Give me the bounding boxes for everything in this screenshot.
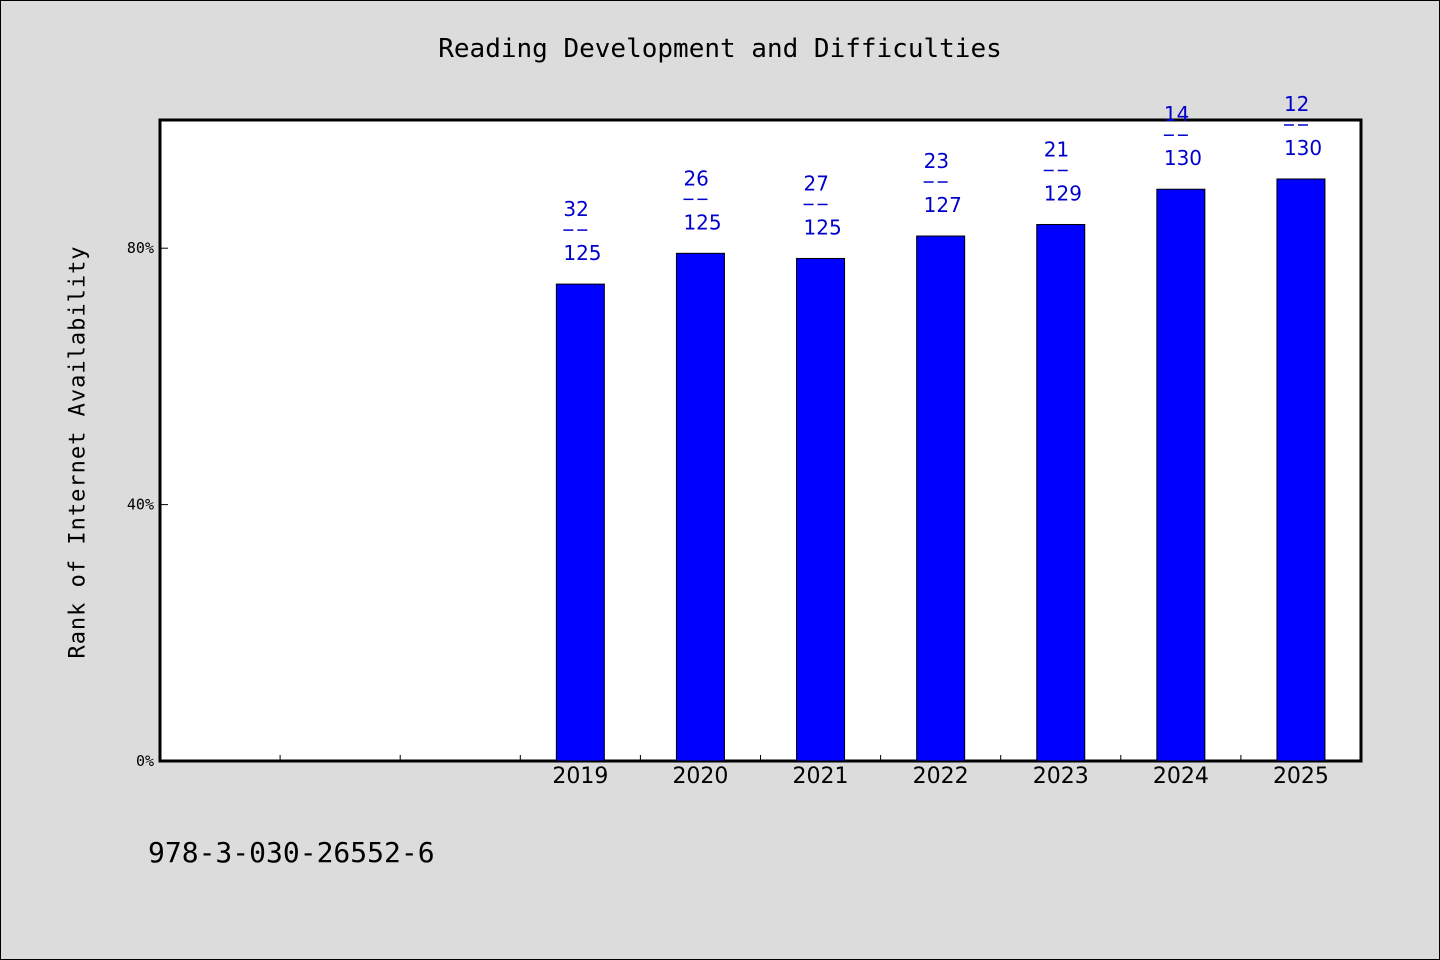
bar: [916, 235, 966, 762]
chart-title: Reading Development and Difficulties: [438, 34, 1002, 64]
data-label-rank: 27: [804, 171, 829, 195]
x-tick-label: 2024: [1153, 764, 1209, 789]
data-label-rank: 21: [1044, 137, 1069, 161]
data-label-total: 129: [1044, 181, 1082, 205]
data-label-rank: 12: [1284, 92, 1309, 116]
x-tick-label: 2021: [793, 764, 849, 789]
x-tick-label: 2025: [1273, 764, 1329, 789]
data-label-total: 130: [1284, 136, 1322, 160]
data-label-rank: 32: [563, 197, 588, 221]
data-label-rank: 26: [683, 166, 708, 190]
data-label-rank: 14: [1164, 102, 1189, 126]
y-tick-label: 0%: [136, 752, 154, 770]
x-tick-label: 2022: [913, 764, 969, 789]
x-tick-label: 2023: [1033, 764, 1089, 789]
axis-ticks: 0% 40% 80% 2019 2020 2021 2022 2023 2024 2025: [127, 239, 1329, 789]
bar: [1036, 223, 1086, 762]
isbn-text: 978-3-030-26552-6: [148, 836, 435, 869]
bar: [675, 252, 725, 762]
data-label-total: 125: [683, 210, 721, 234]
bar: [796, 257, 846, 762]
data-label-total: 125: [804, 215, 842, 239]
y-tick-label: 80%: [127, 239, 154, 257]
x-tick-label: 2020: [672, 764, 728, 789]
bars: [555, 178, 1326, 762]
data-label-total: 130: [1164, 146, 1202, 170]
data-label-total: 125: [563, 241, 601, 265]
y-tick-label: 40%: [127, 496, 154, 514]
data-label-rank: 23: [924, 149, 949, 173]
bar: [1276, 178, 1326, 762]
x-tick-label: 2019: [552, 764, 608, 789]
data-labels: 32 125 26 125 27 125 23 127 21 129 14 130 12 130: [563, 92, 1322, 265]
bar: [1156, 188, 1206, 762]
data-label-total: 127: [924, 193, 962, 217]
bar: [555, 283, 605, 762]
